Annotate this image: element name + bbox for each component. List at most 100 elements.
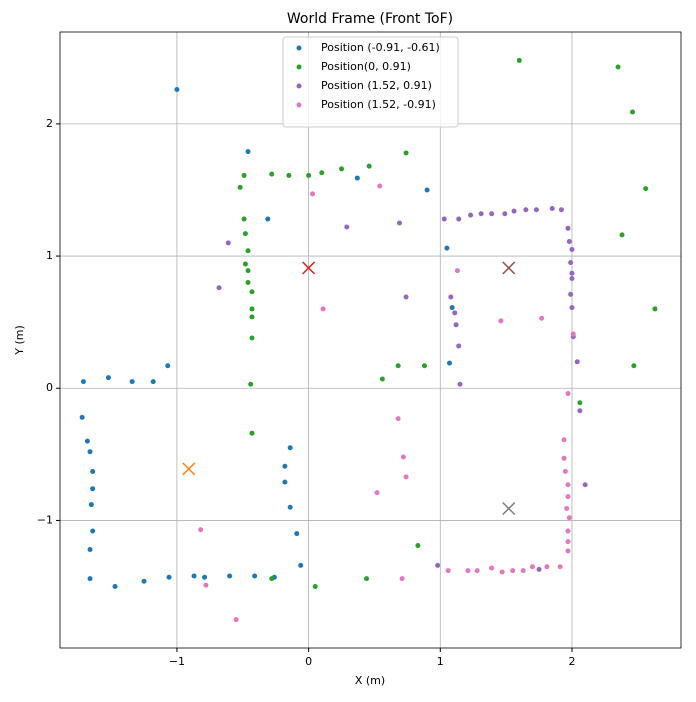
scatter-point [84,438,90,444]
scatter-point [468,212,474,218]
scatter-point [561,455,567,461]
scatter-point [241,172,247,178]
scatter-point [344,224,350,230]
scatter-point [452,310,458,316]
scatter-point [233,617,239,623]
scatter-point [502,211,508,217]
scatter-point [249,314,255,320]
scatter-point [511,208,517,214]
scatter-point [90,469,96,475]
scatter-point [395,416,401,422]
scatter-point [242,261,248,267]
scatter-point [165,363,171,369]
x-axis-label: X (m) [355,674,385,687]
scatter-point [202,574,208,580]
x-tick-label: 0 [305,655,312,668]
scatter-point [456,216,462,222]
scatter-point [287,445,293,451]
scatter-point [516,57,522,63]
scatter-point [320,306,326,312]
scatter-point [454,268,460,274]
scatter-point [564,506,570,512]
scatter-point [374,490,380,496]
scatter-point [435,562,441,568]
scatter-point [565,391,571,397]
scatter-point [237,184,243,190]
scatter-point [249,306,255,312]
scatter-point [227,573,233,579]
scatter-point [569,305,575,311]
scatter-point [448,294,454,300]
legend-label: Position(0, 0.91) [321,60,411,73]
scatter-point [245,268,251,274]
scatter-point [379,376,385,382]
scatter-point [474,568,480,574]
scatter-point [203,582,209,588]
chart-title: World Frame (Front ToF) [287,11,453,27]
legend-label: Position (1.52, -0.91) [321,98,436,111]
scatter-point [577,408,583,414]
scatter-point [265,216,271,222]
scatter-point [565,539,571,545]
scatter-point [225,240,231,246]
scatter-point [249,335,255,341]
scatter-point [366,163,372,169]
scatter-point [533,207,539,213]
target-marker [302,261,316,275]
scatter-point [569,246,575,252]
y-tick-label: −1 [37,513,53,526]
legend-marker [296,45,302,51]
scatter-point [90,486,96,492]
scatter-point [456,343,462,349]
scatter-point [105,375,111,381]
scatter-point [129,379,135,385]
scatter-point [574,359,580,365]
scatter-point [88,502,94,508]
scatter-point [245,248,251,254]
scatter-point [377,183,383,189]
scatter-point [447,360,453,366]
scatter-point [395,363,401,369]
scatter-point [465,568,471,574]
scatter-point [631,363,637,369]
scatter-point [557,564,563,570]
y-tick-label: 1 [46,249,53,262]
scatter-point [536,566,542,572]
scatter-point [539,315,545,321]
scatter-point [339,166,345,172]
scatter-point [566,239,572,245]
scatter-point [269,576,275,582]
scatter-point [287,504,293,510]
scatter-point [282,463,288,469]
scatter-point [90,528,96,534]
scatter-point [80,379,86,385]
scatter-point [248,381,254,387]
y-axis-label: Y (m) [13,325,26,356]
scatter-point [191,573,197,579]
scatter-point [249,430,255,436]
scatter-point [79,414,85,420]
scatter-point [403,474,409,480]
scatter-point [421,363,427,369]
scatter-point [565,494,571,500]
scatter-point [444,245,450,251]
target-marker [502,502,516,516]
scatter-point [498,318,504,324]
scatter-point [570,331,576,337]
legend-box [282,36,459,128]
scatter-point [565,528,571,534]
scatter-point [403,150,409,156]
scatter-point [569,270,575,276]
scatter-point [544,564,550,570]
scatter-point [568,260,574,266]
scatter-point [568,291,574,297]
scatter-point [396,220,402,226]
scatter-point [424,187,430,193]
legend-label: Position (1.52, 0.91) [321,79,432,92]
legend-label: Position (-0.91, -0.61) [321,41,440,54]
scatter-point [499,569,505,575]
x-tick-label: −1 [169,655,185,668]
target-marker [502,261,516,275]
scatter-point [449,305,455,311]
